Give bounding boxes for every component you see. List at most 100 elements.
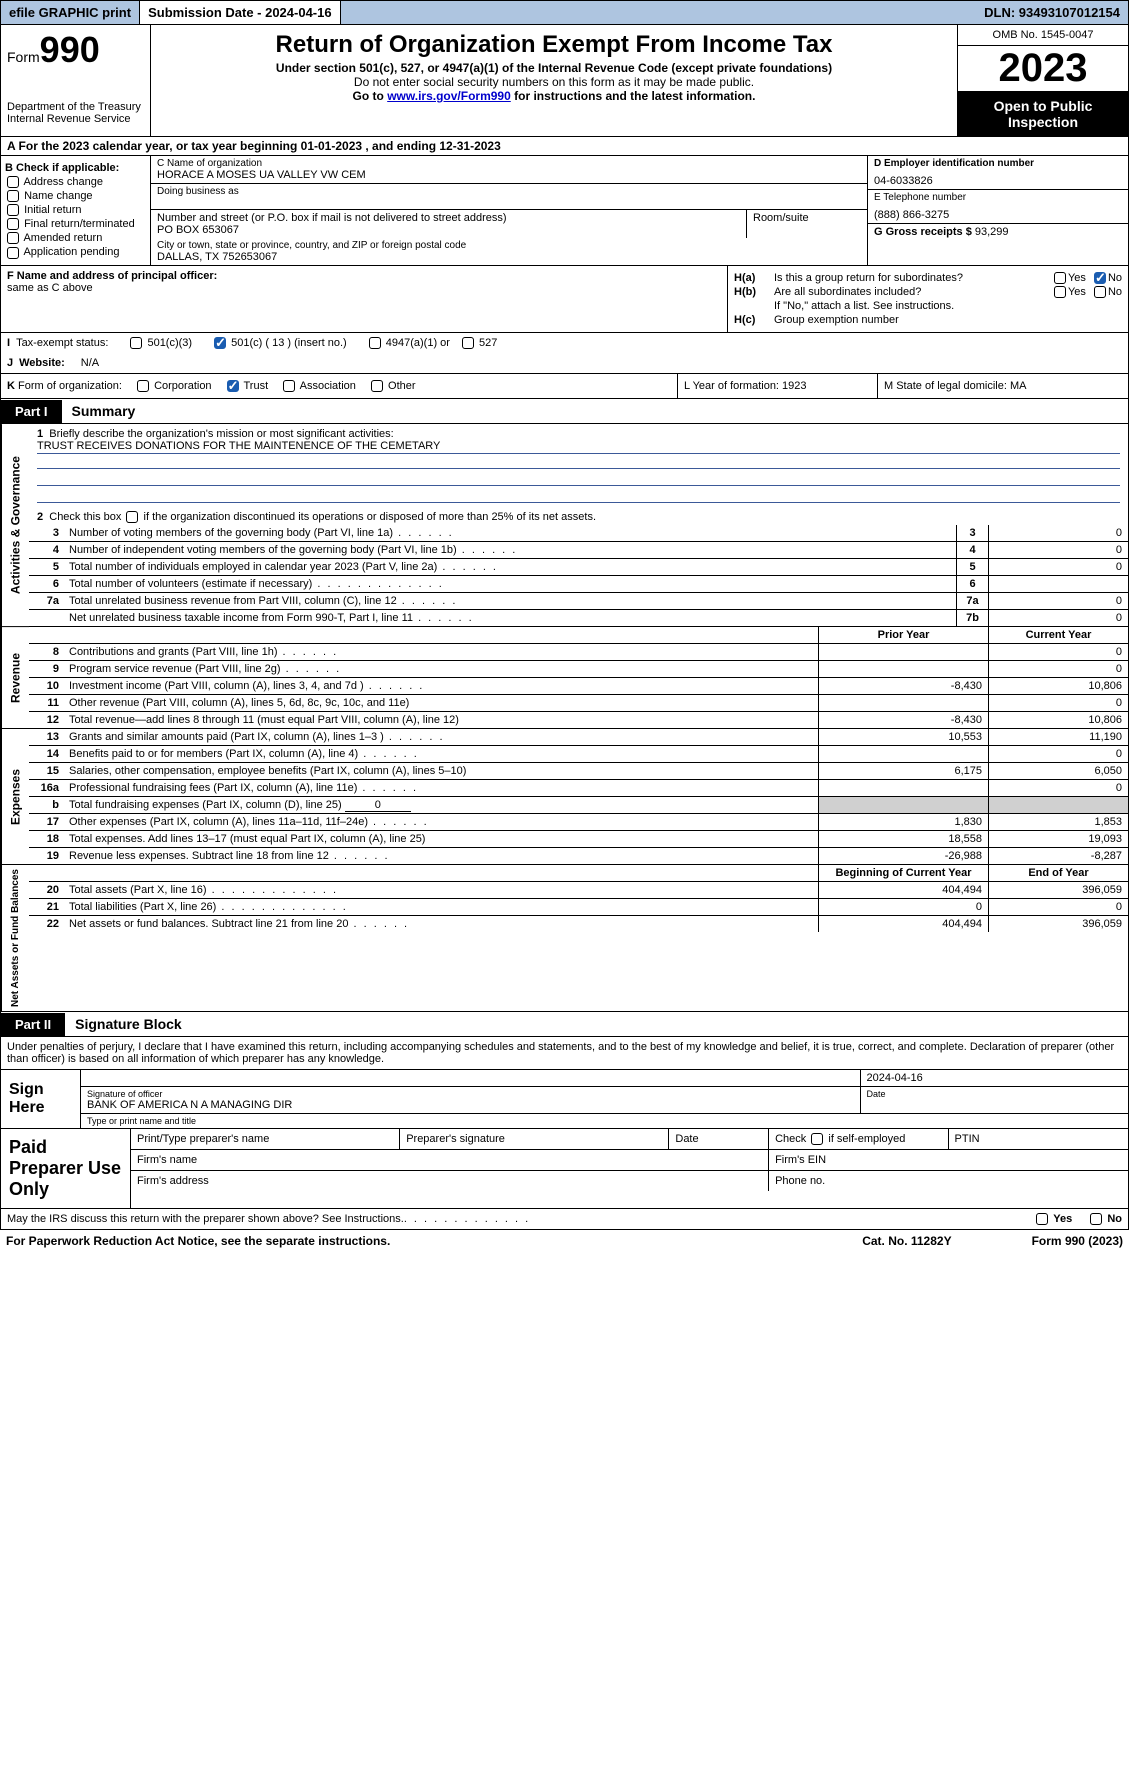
b-item: Application pending xyxy=(23,246,119,258)
opt-assoc[interactable]: Association xyxy=(281,380,356,392)
checkbox-icon[interactable] xyxy=(1054,286,1066,298)
subtitle-2: Do not enter social security numbers on … xyxy=(155,75,953,89)
l5-text: Total number of individuals employed in … xyxy=(69,561,437,573)
f-section: F Name and address of principal officer:… xyxy=(1,266,728,332)
checkbox-icon[interactable] xyxy=(811,1133,823,1145)
hb-line: H(b) Are all subordinates included? Yes … xyxy=(734,286,1122,298)
paid-body: Print/Type preparer's name Preparer's si… xyxy=(131,1129,1128,1208)
paid-label: Paid Preparer Use Only xyxy=(1,1129,131,1208)
org-name: HORACE A MOSES UA VALLEY VW CEM xyxy=(157,169,861,181)
discuss-yes[interactable]: Yes xyxy=(1034,1213,1072,1225)
checkbox-icon[interactable] xyxy=(7,190,19,202)
sign-date: 2024-04-16 xyxy=(861,1070,1129,1086)
d-label: D Employer identification number xyxy=(874,158,1122,169)
check-address[interactable]: Address change xyxy=(5,176,146,188)
vlabel-activities: Activities & Governance xyxy=(1,424,29,627)
checkbox-icon[interactable] xyxy=(1036,1213,1048,1225)
checkbox-icon[interactable] xyxy=(130,337,142,349)
paperwork-notice: For Paperwork Reduction Act Notice, see … xyxy=(6,1234,390,1248)
checkbox-icon[interactable] xyxy=(7,232,19,244)
cat-no: Cat. No. 11282Y xyxy=(862,1234,951,1248)
line-3: 3Number of voting members of the governi… xyxy=(29,525,1128,542)
check-pending[interactable]: Application pending xyxy=(5,246,146,258)
opt-other[interactable]: Other xyxy=(369,380,416,392)
k-label: K xyxy=(7,380,15,392)
header-left: Form990 Department of the Treasury Inter… xyxy=(1,25,151,136)
checkbox-icon[interactable] xyxy=(1054,272,1066,284)
check-initial[interactable]: Initial return xyxy=(5,204,146,216)
line-17: 17Other expenses (Part IX, column (A), l… xyxy=(29,814,1128,831)
bottom-footer: For Paperwork Reduction Act Notice, see … xyxy=(0,1230,1129,1252)
line-21: 21Total liabilities (Part X, line 26)00 xyxy=(29,899,1128,916)
g-row: G Gross receipts $ 93,299 xyxy=(868,224,1128,254)
check-amended[interactable]: Amended return xyxy=(5,232,146,244)
checkbox-icon[interactable] xyxy=(371,380,383,392)
c9: 0 xyxy=(988,661,1128,677)
l8-text: Contributions and grants (Part VIII, lin… xyxy=(69,646,278,658)
street-value: PO BOX 653067 xyxy=(157,224,740,236)
f-value: same as C above xyxy=(7,282,721,294)
checkbox-icon[interactable] xyxy=(1094,286,1106,298)
checkbox-icon[interactable] xyxy=(1094,272,1106,284)
p13: 10,553 xyxy=(818,729,988,745)
hb-label: H(b) xyxy=(734,286,774,298)
subtitle-1: Under section 501(c), 527, or 4947(a)(1)… xyxy=(155,61,953,75)
checkbox-icon[interactable] xyxy=(137,380,149,392)
checkbox-icon[interactable] xyxy=(7,218,19,230)
yes-label: Yes xyxy=(1068,272,1086,284)
opt-501c[interactable]: 501(c) ( 13 ) (insert no.) xyxy=(212,337,347,349)
p20: 404,494 xyxy=(818,882,988,898)
hdr-begin: Beginning of Current Year xyxy=(818,865,988,881)
opt-501c3[interactable]: 501(c)(3) xyxy=(128,337,192,349)
check-final[interactable]: Final return/terminated xyxy=(5,218,146,230)
ha-label: H(a) xyxy=(734,272,774,284)
l16a-text: Professional fundraising fees (Part IX, … xyxy=(69,782,357,794)
opt-trust[interactable]: Trust xyxy=(225,380,269,392)
l21-text: Total liabilities (Part X, line 26) xyxy=(69,901,216,913)
omb-number: OMB No. 1545-0047 xyxy=(958,25,1128,46)
gross-receipts: 93,299 xyxy=(975,226,1009,238)
checkbox-icon[interactable] xyxy=(227,380,239,392)
checkbox-icon[interactable] xyxy=(462,337,474,349)
opt-label: 501(c) ( 13 ) (insert no.) xyxy=(231,337,347,349)
irs-link[interactable]: www.irs.gov/Form990 xyxy=(387,89,511,103)
opt-4947[interactable]: 4947(a)(1) or xyxy=(367,337,450,349)
checkbox-icon[interactable] xyxy=(126,511,138,523)
checkbox-icon[interactable] xyxy=(7,176,19,188)
line-1: 1 Briefly describe the organization's mi… xyxy=(29,424,1128,509)
sign-row-date: 2024-04-16 xyxy=(81,1070,1128,1087)
check-self-employed: Check if self-employed xyxy=(775,1133,905,1145)
checkbox-icon[interactable] xyxy=(7,247,19,259)
checkbox-icon[interactable] xyxy=(214,337,226,349)
checkbox-icon[interactable] xyxy=(1090,1213,1102,1225)
preparer-sig-label: Preparer's signature xyxy=(406,1133,505,1145)
vlabel-expenses: Expenses xyxy=(1,729,29,865)
line-19: 19Revenue less expenses. Subtract line 1… xyxy=(29,848,1128,864)
l2-post: if the organization discontinued its ope… xyxy=(140,511,596,523)
b-item: Name change xyxy=(24,190,93,202)
c22: 396,059 xyxy=(988,916,1128,932)
opt-corp[interactable]: Corporation xyxy=(135,380,212,392)
phone-value: (888) 866-3275 xyxy=(874,209,1122,221)
check-name[interactable]: Name change xyxy=(5,190,146,202)
p9 xyxy=(818,661,988,677)
opt-527[interactable]: 527 xyxy=(460,337,497,349)
m-state-domicile: M State of legal domicile: MA xyxy=(878,374,1128,398)
opt-label: 4947(a)(1) or xyxy=(386,337,450,349)
ein-value: 04-6033826 xyxy=(874,175,1122,187)
discuss-row: May the IRS discuss this return with the… xyxy=(0,1209,1129,1230)
checkbox-icon[interactable] xyxy=(369,337,381,349)
l10-text: Investment income (Part VIII, column (A)… xyxy=(69,680,364,692)
discuss-no[interactable]: No xyxy=(1088,1213,1122,1225)
section-expenses: 13Grants and similar amounts paid (Part … xyxy=(29,729,1128,865)
yes-label: Yes xyxy=(1053,1213,1072,1225)
paid-preparer-table: Paid Preparer Use Only Print/Type prepar… xyxy=(0,1129,1129,1209)
b-label: B Check if applicable: xyxy=(5,162,146,174)
p12: -8,430 xyxy=(818,712,988,728)
checkbox-icon[interactable] xyxy=(7,204,19,216)
website-value: N/A xyxy=(81,357,99,369)
p21: 0 xyxy=(818,899,988,915)
opt-label: Trust xyxy=(243,380,268,392)
i-text: Tax-exempt status: xyxy=(16,337,108,349)
checkbox-icon[interactable] xyxy=(283,380,295,392)
